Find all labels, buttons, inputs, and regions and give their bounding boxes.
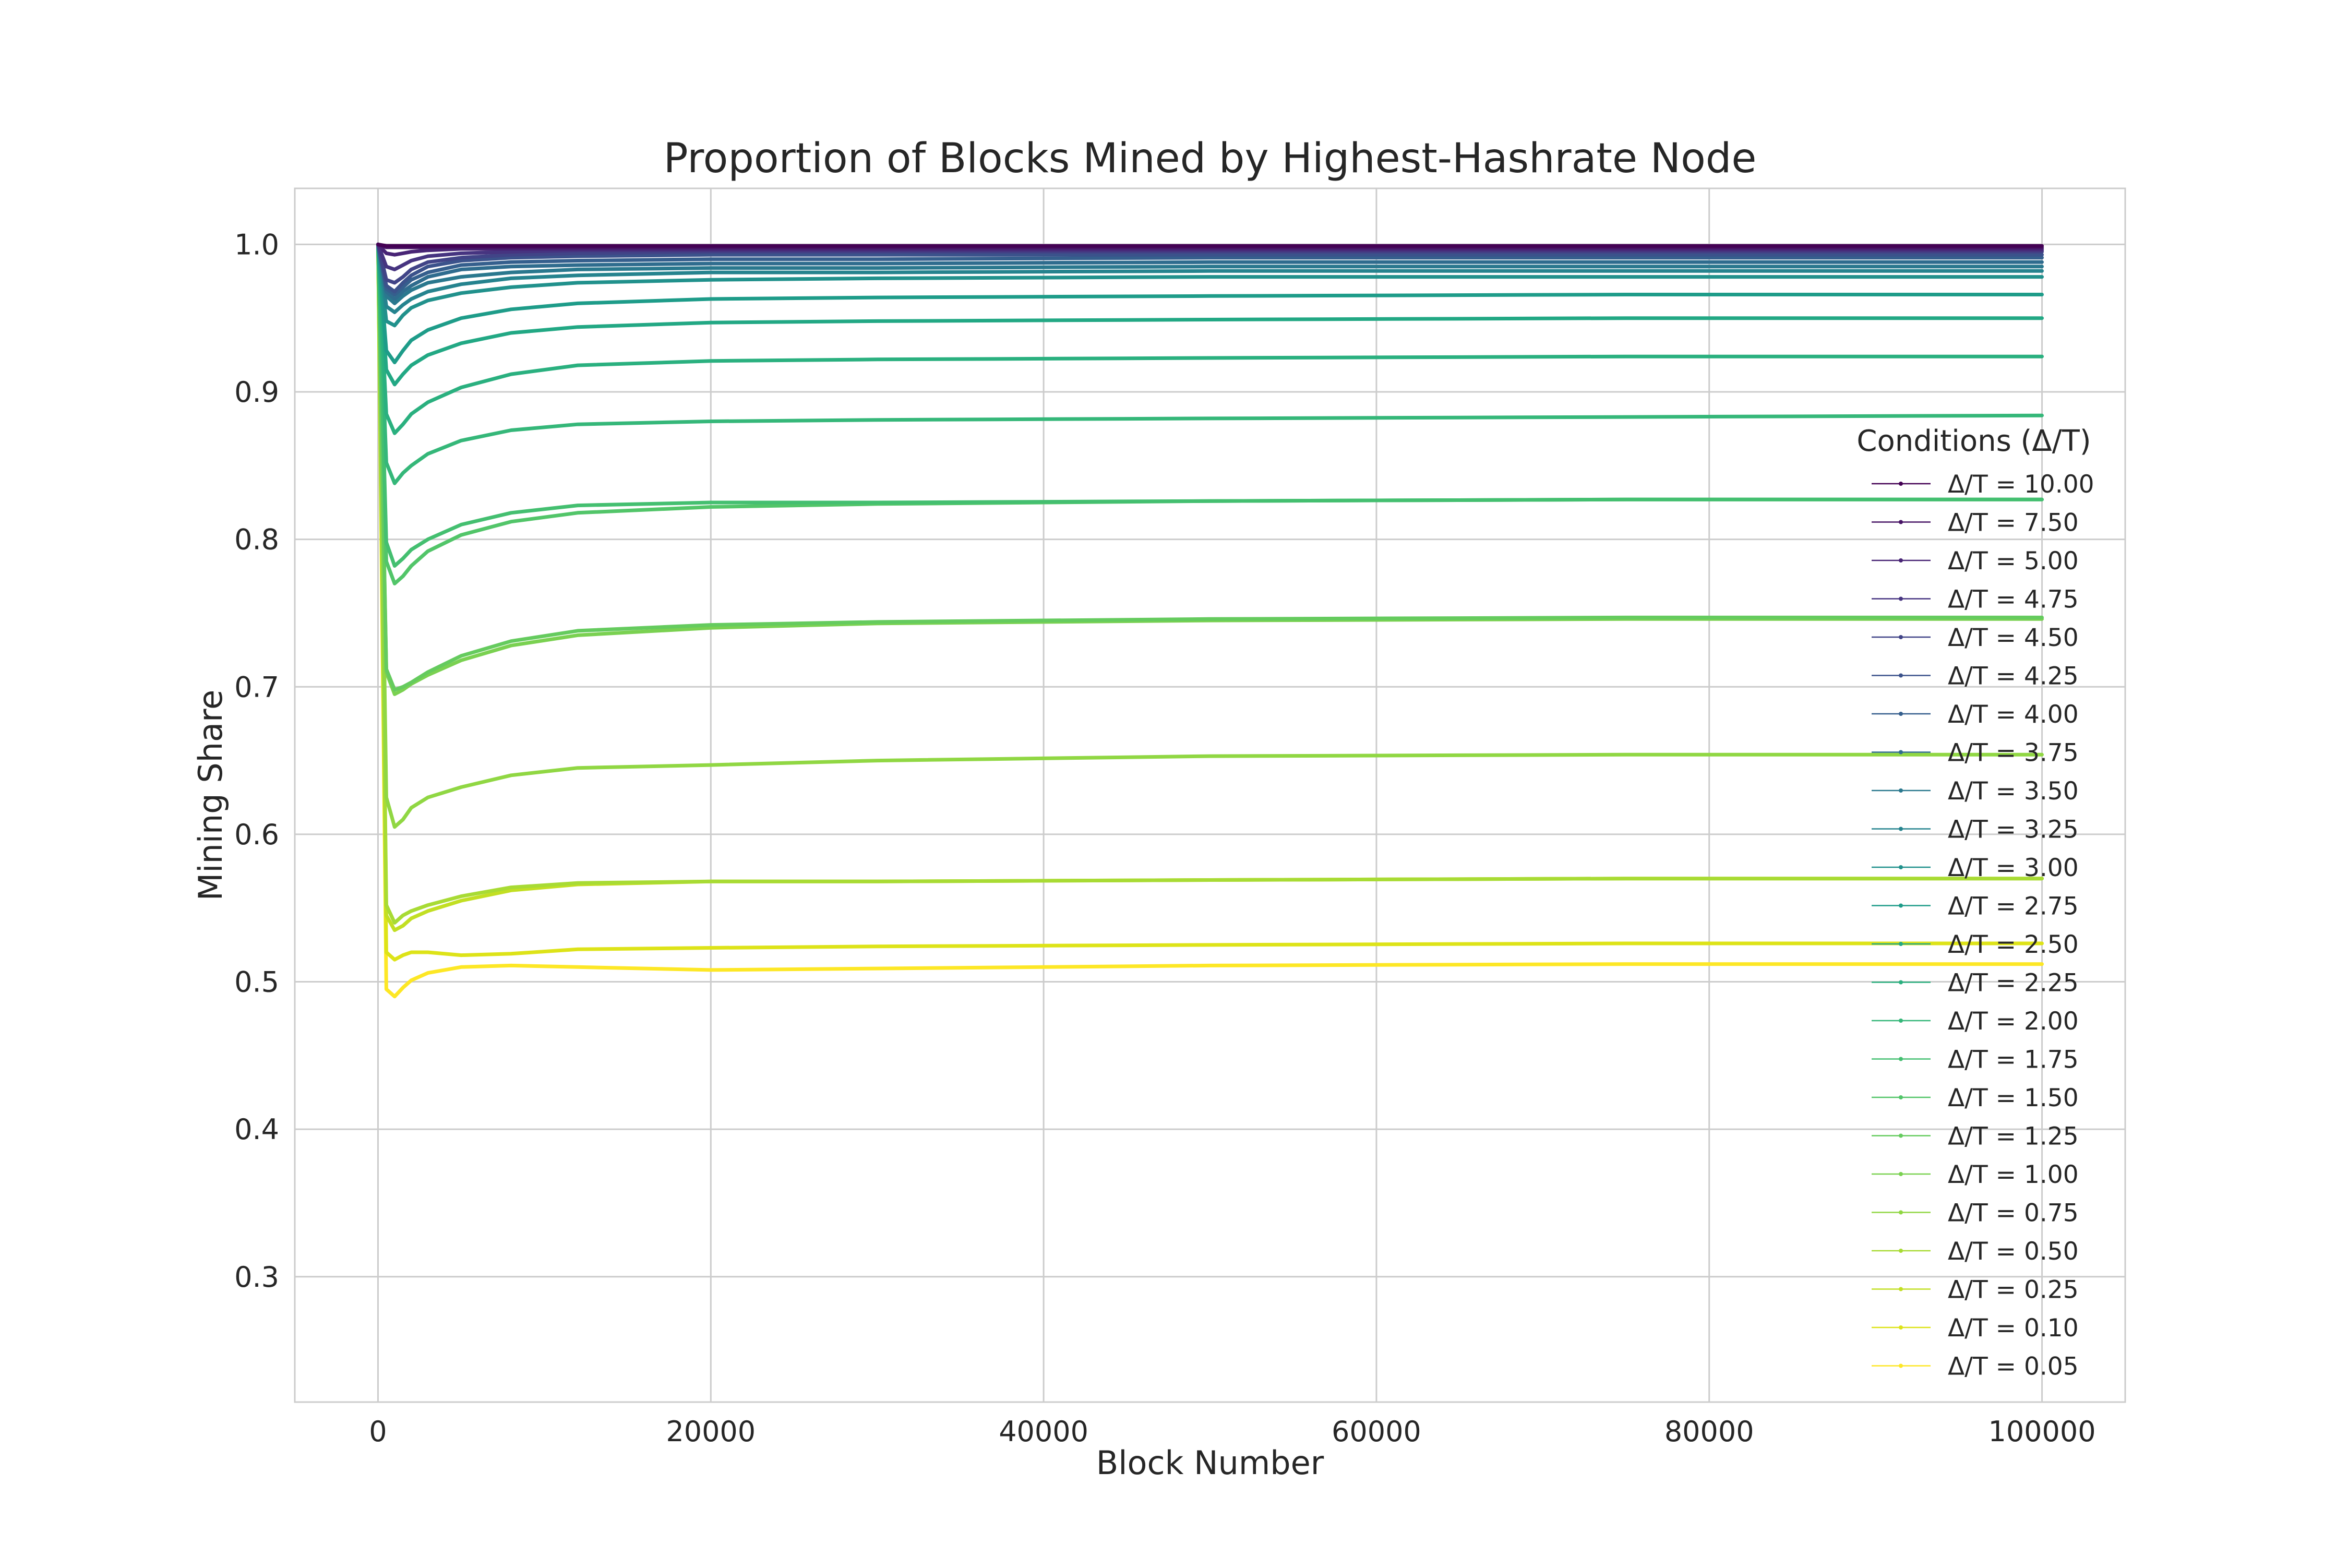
legend-label: Δ/T = 2.50 [1948,930,2079,959]
x-axis-label: Block Number [1096,1444,1324,1482]
x-tick-label: 20000 [666,1415,756,1448]
y-tick-label: 0.3 [234,1261,279,1294]
series-line [376,242,2044,314]
series-line [376,242,2044,692]
legend-label: Δ/T = 1.00 [1948,1160,2079,1189]
legend-label: Δ/T = 4.25 [1948,662,2079,691]
series-line [376,242,2044,925]
legend-label: Δ/T = 10.00 [1948,470,2094,499]
series-line [376,242,2044,248]
legend-label: Δ/T = 7.50 [1948,509,2079,537]
legend-marker [1899,673,1903,678]
legend-marker [1899,596,1903,601]
legend-title: Conditions (Δ/T) [1856,424,2091,458]
x-tick-label: 100000 [1988,1415,2095,1448]
y-tick-label: 0.9 [234,376,279,409]
series-line [376,242,2044,568]
legend-marker [1899,1095,1903,1099]
legend-marker [1899,635,1903,639]
series-lines [376,242,2044,999]
series-line [376,242,2044,435]
legend-marker [1899,1133,1903,1138]
legend-marker [1899,1019,1903,1023]
y-tick-label: 0.6 [234,818,279,851]
chart-title: Proportion of Blocks Mined by Highest-Ha… [664,135,1757,182]
legend-label: Δ/T = 3.00 [1948,854,2079,882]
legend-label: Δ/T = 1.25 [1948,1122,2079,1151]
tick-labels: 0 20000 40000 60000 80000 100000 0.3 0.4 0.5 0.6 0… [234,228,2096,1448]
series-line [376,242,2044,294]
legend-label: Δ/T = 5.00 [1948,547,2079,576]
legend-marker [1899,980,1903,985]
legend-marker [1899,1210,1903,1215]
legend-label: Δ/T = 4.00 [1948,700,2079,729]
legend-label: Δ/T = 2.75 [1948,892,2079,921]
series-line [376,242,2044,999]
legend-label: Δ/T = 0.10 [1948,1314,2079,1343]
series-line [376,242,2044,962]
y-tick-label: 0.7 [234,671,279,703]
series-line [376,242,2044,328]
legend-marker [1899,1287,1903,1291]
legend-marker [1899,942,1903,946]
series-line [376,242,2044,387]
legend-marker [1899,1249,1903,1253]
legend-marker [1899,1057,1903,1061]
legend-marker [1899,865,1903,869]
y-tick-label: 0.4 [234,1113,279,1146]
legend-marker [1899,712,1903,716]
legend-label: Δ/T = 0.75 [1948,1199,2079,1228]
legend-marker [1899,788,1903,793]
legend-marker [1899,1363,1903,1368]
legend-marker [1899,482,1903,486]
y-axis-label: Mining Share [191,690,230,901]
series-line [376,242,2044,485]
legend-marker [1899,558,1903,562]
legend-marker [1899,1172,1903,1176]
legend-label: Δ/T = 3.25 [1948,816,2079,844]
legend-label: Δ/T = 4.75 [1948,585,2079,614]
legend-marker [1899,903,1903,908]
legend-marker [1899,827,1903,831]
legend-marker [1899,520,1903,524]
legend-label: Δ/T = 2.25 [1948,969,2079,998]
series-line [376,242,2044,305]
y-tick-label: 0.5 [234,966,279,999]
legend-label: Δ/T = 2.00 [1948,1007,2079,1036]
series-line [376,242,2044,296]
y-tick-label: 1.0 [234,228,279,261]
x-tick-label: 0 [369,1415,387,1448]
legend-label: Δ/T = 3.75 [1948,739,2079,768]
legend-label: Δ/T = 3.50 [1948,777,2079,806]
x-tick-label: 40000 [999,1415,1088,1448]
series-line [376,242,2044,829]
legend: Conditions (Δ/T) Δ/T = 10.00 Δ/T = 7.50 Δ/… [1856,424,2094,1381]
legend-label: Δ/T = 4.50 [1948,624,2079,652]
y-tick-label: 0.8 [234,523,279,556]
legend-label: Δ/T = 0.05 [1948,1352,2079,1381]
legend-label: Δ/T = 0.25 [1948,1276,2079,1304]
legend-label: Δ/T = 1.50 [1948,1084,2079,1112]
plot-area [294,187,2126,1403]
series-line [376,242,2044,301]
legend-label: Δ/T = 1.75 [1948,1046,2079,1074]
series-line [376,242,2044,364]
x-tick-label: 80000 [1664,1415,1754,1448]
legend-marker [1899,750,1903,755]
legend-marker [1899,1325,1903,1330]
x-tick-label: 60000 [1332,1415,1421,1448]
legend-label: Δ/T = 0.50 [1948,1237,2079,1266]
